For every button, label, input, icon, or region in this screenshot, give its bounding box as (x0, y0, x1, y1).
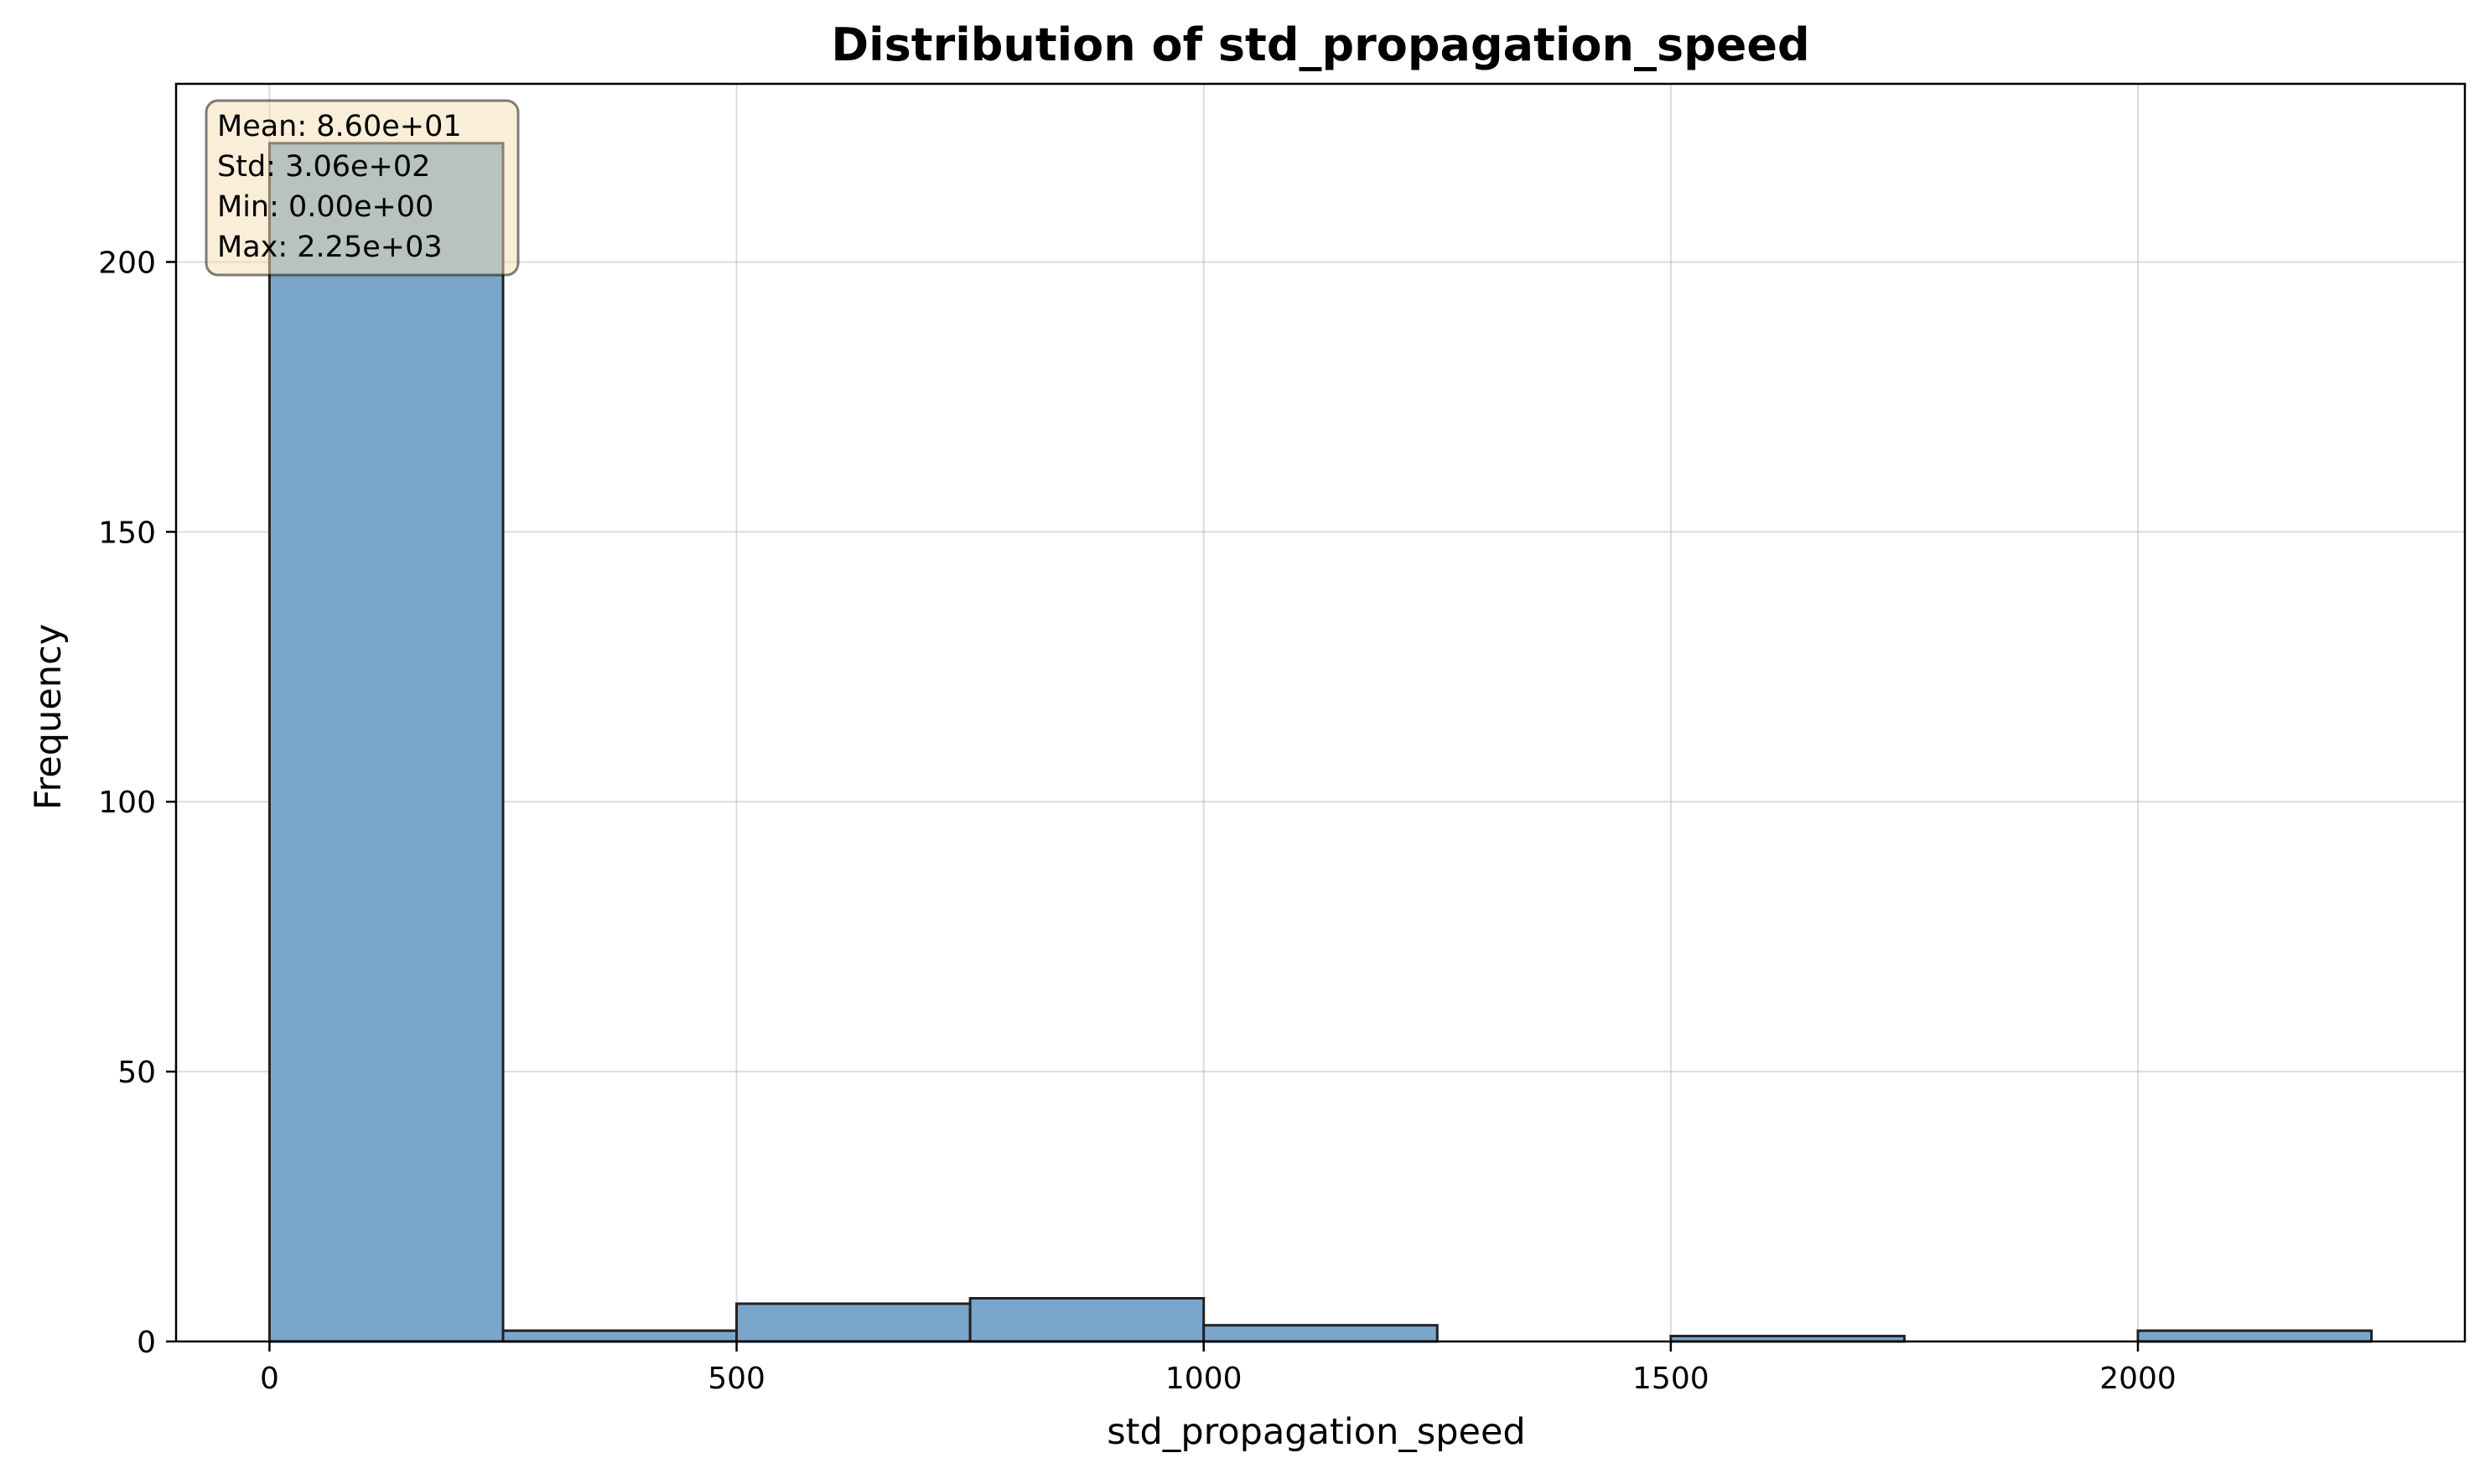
stats-box-background (205, 99, 520, 277)
histogram-bar (267, 142, 505, 1343)
y-tick-label: 0 (137, 1326, 156, 1360)
y-tick-label: 150 (98, 516, 156, 550)
stats-std: Std: 3.06e+02 (217, 150, 430, 184)
x-tick-label: 500 (708, 1362, 765, 1396)
stats-min: Min: 0.00e+00 (217, 190, 433, 224)
histogram-bar (501, 1329, 739, 1343)
chart-title: Distribution of std_propagation_speed (831, 18, 1809, 71)
y-tick-label: 100 (98, 786, 156, 820)
histogram-bar (968, 1296, 1206, 1343)
x-tick-label: 1000 (1165, 1362, 1242, 1396)
x-tick-label: 2000 (2099, 1362, 2176, 1396)
axis-ticks: 0 500 1000 1500 2000 0 50 100 150 200 (98, 246, 2176, 1396)
plot-frame (174, 82, 2467, 1343)
y-tick-label: 50 (117, 1056, 156, 1090)
histogram-bar (2136, 1329, 2373, 1343)
stats-box: Mean: 8.60e+01 Std: 3.06e+02 Min: 0.00e+… (205, 99, 520, 277)
stats-mean: Mean: 8.60e+01 (217, 110, 462, 143)
histogram-bar (735, 1302, 972, 1343)
histogram-bar (1202, 1324, 1439, 1343)
histogram-bars (267, 142, 2373, 1343)
y-axis-label: Frequency (28, 624, 70, 810)
x-tick-label: 1500 (1632, 1362, 1709, 1396)
x-tick-label: 0 (260, 1362, 279, 1396)
stats-max: Max: 2.25e+03 (217, 231, 443, 264)
x-axis-label: std_propagation_speed (1107, 1411, 1525, 1453)
y-tick-label: 200 (98, 246, 156, 280)
